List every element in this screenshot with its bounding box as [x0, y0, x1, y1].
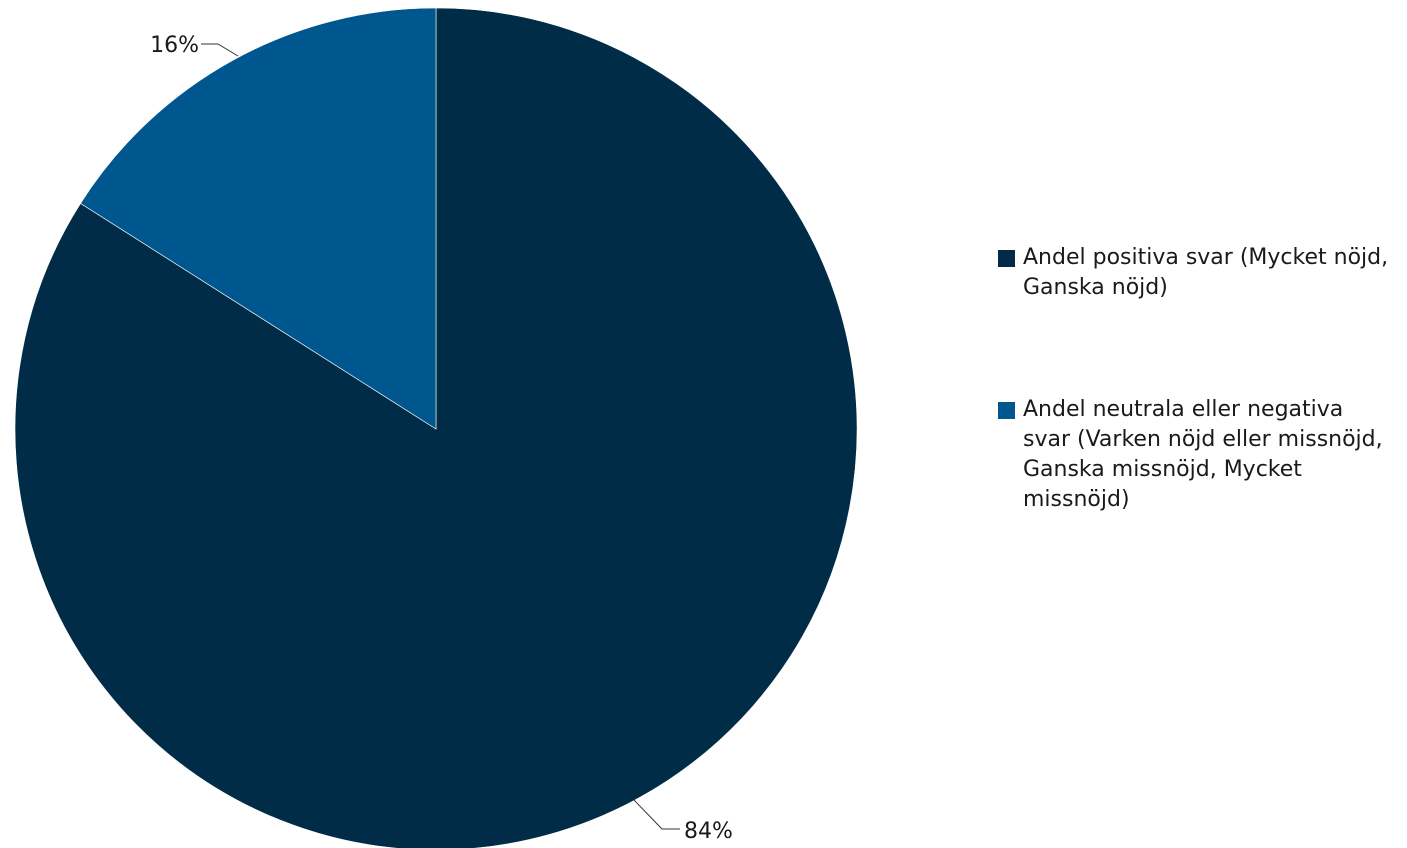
data-label-0: 84%: [684, 819, 733, 844]
leader-line-0: [633, 799, 680, 830]
pie-slice-0: [14, 7, 858, 848]
legend-swatch-positive: [998, 250, 1015, 267]
legend: Andel positiva svar (Mycket nöjd, Ganska…: [998, 243, 1398, 607]
legend-label-neutral-negative: Andel neutrala eller negativa svar (Vark…: [1023, 397, 1383, 512]
pie-slice-1: [80, 7, 437, 430]
leader-line-1: [201, 43, 239, 57]
legend-label-positive: Andel positiva svar (Mycket nöjd, Ganska…: [1023, 245, 1389, 300]
data-label-1: 16%: [150, 33, 199, 58]
pie-chart: 84% 16%: [14, 7, 858, 848]
legend-swatch-neutral-negative: [998, 402, 1015, 419]
legend-item-neutral-negative: Andel neutrala eller negativa svar (Vark…: [998, 395, 1398, 515]
legend-item-positive: Andel positiva svar (Mycket nöjd, Ganska…: [998, 243, 1398, 303]
